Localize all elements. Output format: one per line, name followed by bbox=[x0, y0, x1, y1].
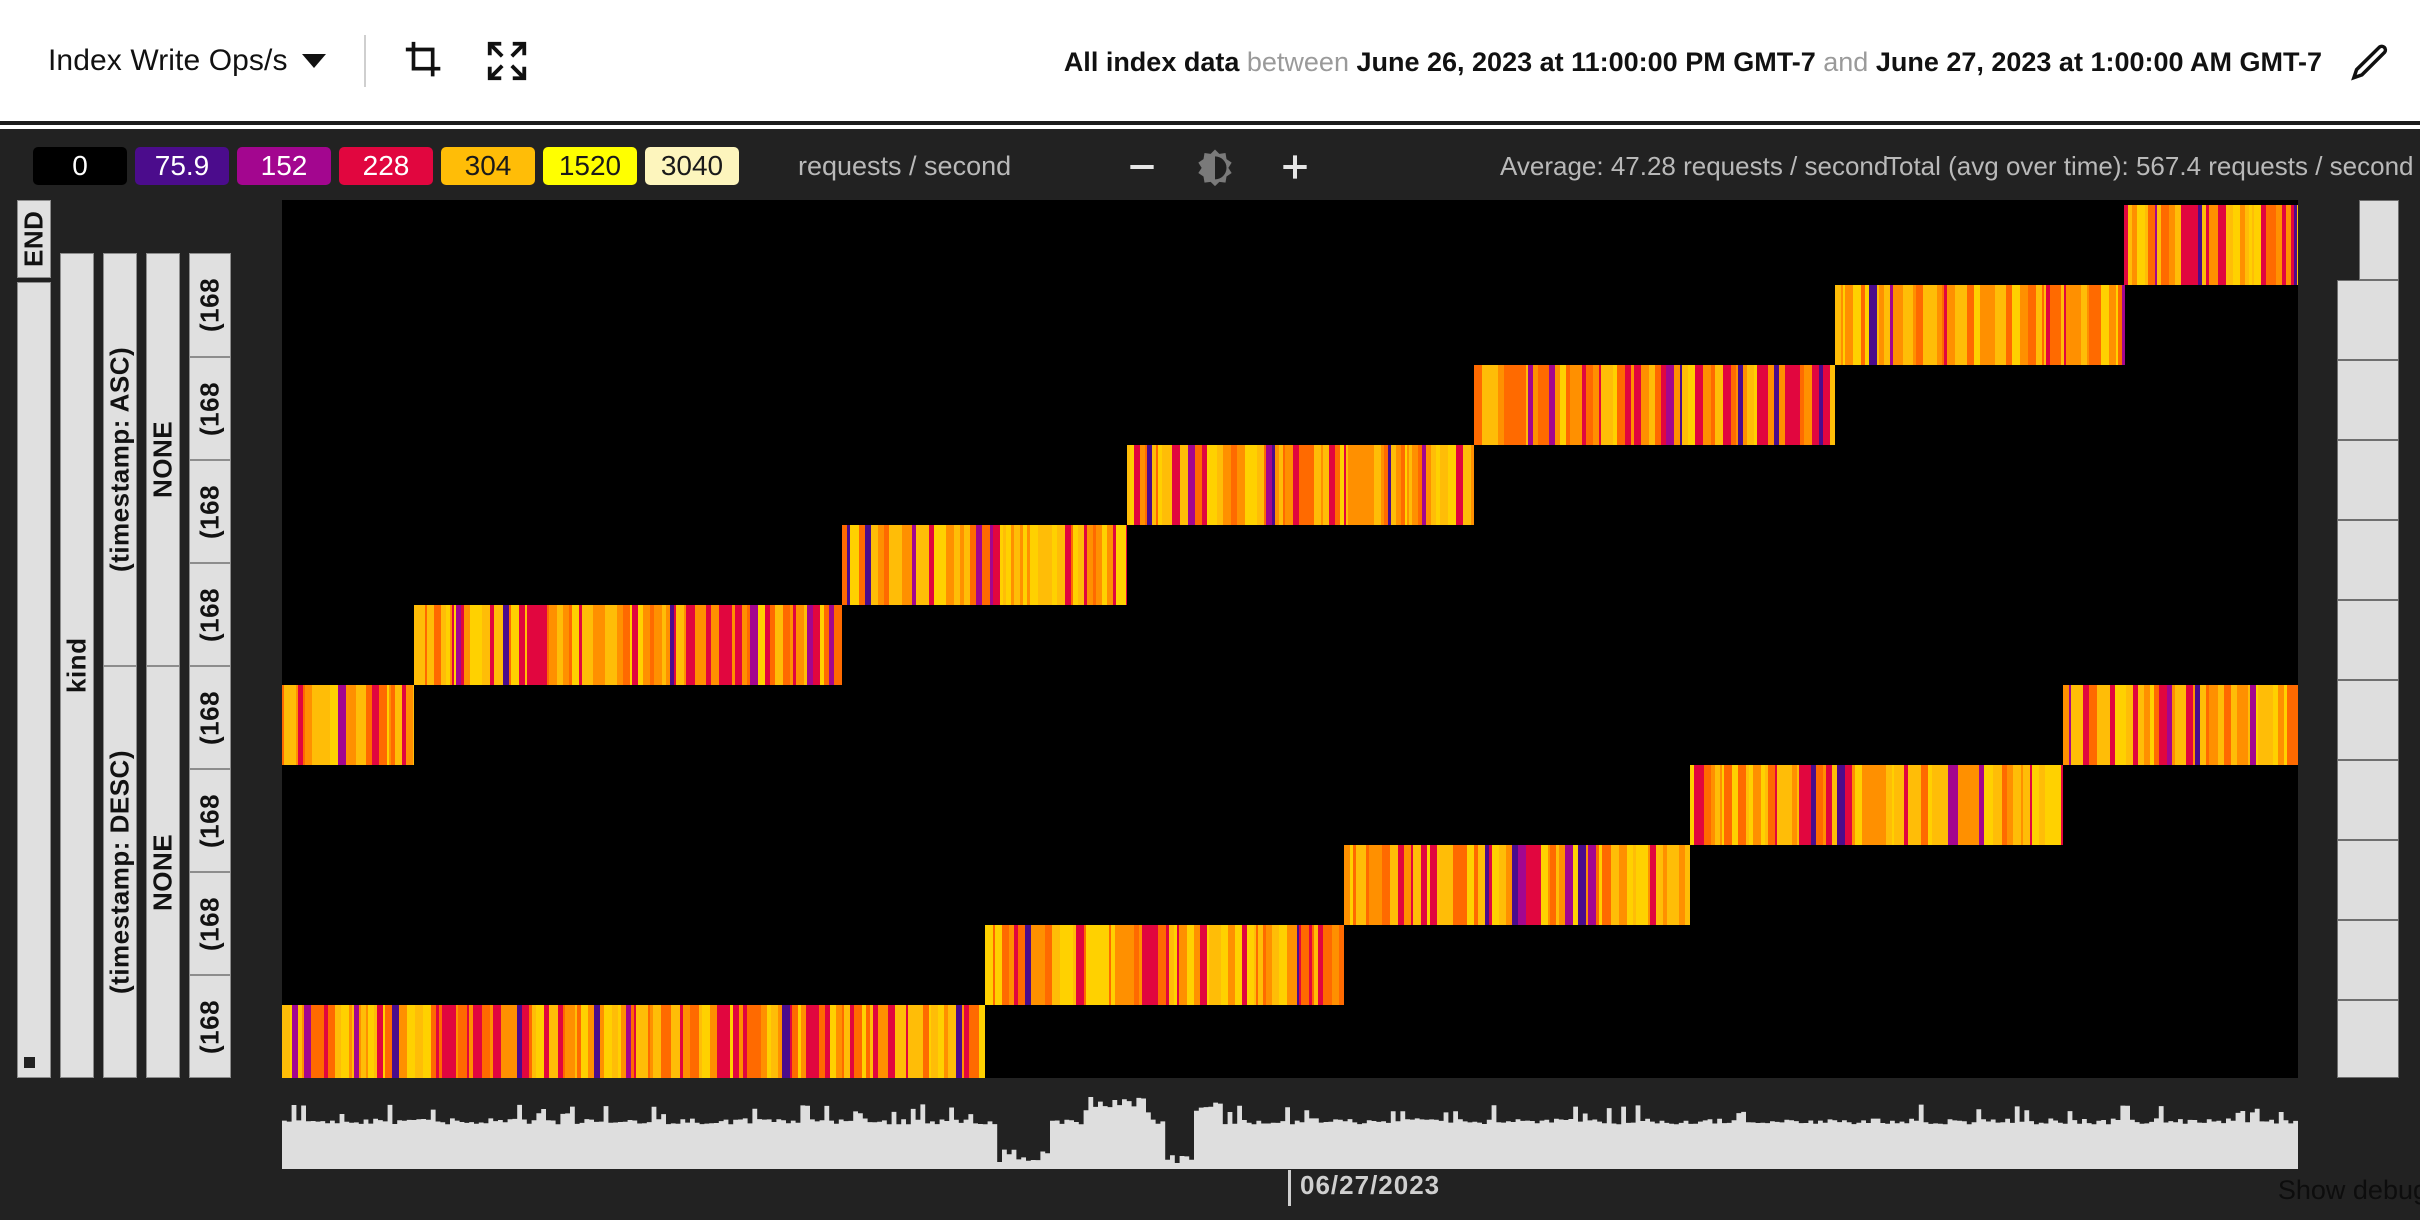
end-column-cell[interactable] bbox=[17, 282, 51, 1078]
legend-swatch-228[interactable]: 228 bbox=[339, 147, 433, 185]
heatmap-band[interactable] bbox=[985, 925, 1344, 1005]
range-start: June 26, 2023 at 11:00:00 PM GMT-7 bbox=[1356, 47, 1816, 77]
fullscreen-icon[interactable] bbox=[484, 38, 530, 84]
heatmap-band[interactable] bbox=[414, 605, 842, 685]
row-label[interactable] bbox=[2337, 440, 2399, 520]
row-label[interactable] bbox=[2337, 520, 2399, 600]
chevron-down-icon bbox=[301, 53, 326, 68]
bucket-column-cell[interactable]: (168 bbox=[189, 872, 231, 975]
bucket-column-cell[interactable]: (168 bbox=[189, 975, 231, 1078]
row-label[interactable] bbox=[2337, 360, 2399, 440]
bucket-column-cell[interactable]: (168 bbox=[189, 769, 231, 872]
legend-toolbar: 0 75.9 152 228 304 1520 3040 requests / second… bbox=[0, 129, 2420, 201]
minus-icon[interactable] bbox=[1122, 147, 1162, 187]
heatmap-row[interactable] bbox=[282, 765, 2298, 845]
row-label[interactable] bbox=[2359, 200, 2399, 280]
row-label[interactable] bbox=[2337, 280, 2399, 360]
bucket-column-cell[interactable]: (168 bbox=[189, 253, 231, 357]
row-label[interactable] bbox=[2337, 680, 2399, 760]
legend-swatch-0[interactable]: 0 bbox=[33, 147, 127, 185]
pencil-icon[interactable] bbox=[2348, 41, 2392, 85]
sort-column-cell[interactable]: (timestamp: ASC) bbox=[103, 253, 137, 666]
range-and-word: and bbox=[1823, 47, 1869, 77]
axis-collapse-marker[interactable] bbox=[24, 1057, 35, 1068]
color-scale-legend[interactable]: 0 75.9 152 228 304 1520 3040 bbox=[33, 147, 739, 185]
filter-column-cell[interactable]: NONE bbox=[146, 666, 180, 1078]
range-end: June 27, 2023 at 1:00:00 AM GMT-7 bbox=[1875, 47, 2322, 77]
average-stat: Average: 47.28 requests / second bbox=[1500, 151, 1889, 181]
heatmap-band[interactable] bbox=[282, 1005, 490, 1078]
crop-icon[interactable] bbox=[402, 38, 448, 84]
heatmap-row[interactable] bbox=[282, 605, 2298, 685]
bucket-column-cell[interactable]: (168 bbox=[189, 460, 231, 563]
legend-swatch-75.9[interactable]: 75.9 bbox=[135, 147, 229, 185]
heatmap-band[interactable] bbox=[1690, 765, 2063, 845]
heatmap-chart: END kind (timestamp: ASC) (timestamp: DESC)… bbox=[0, 195, 2420, 1220]
header-right: All index data between June 26, 2023 at … bbox=[1064, 0, 2392, 125]
range-scope: All index data bbox=[1063, 47, 1240, 77]
bucket-column-cell[interactable]: (168 bbox=[189, 357, 231, 460]
header-divider bbox=[363, 34, 366, 87]
heatmap-row[interactable] bbox=[282, 685, 2298, 765]
heatmap-canvas[interactable] bbox=[282, 200, 2298, 1078]
legend-units-label: requests / second bbox=[798, 151, 1012, 181]
heatmap-row[interactable] bbox=[282, 525, 2298, 605]
end-column-cell[interactable]: END bbox=[17, 200, 51, 278]
plus-icon[interactable] bbox=[1275, 147, 1315, 187]
row-label[interactable] bbox=[2337, 760, 2399, 840]
filter-column-cell[interactable]: NONE bbox=[146, 253, 180, 666]
sort-column-cell[interactable]: (timestamp: DESC) bbox=[103, 666, 137, 1078]
legend-swatch-3040[interactable]: 3040 bbox=[645, 147, 739, 185]
row-label[interactable] bbox=[2337, 1000, 2399, 1078]
date-tick bbox=[1288, 1170, 1291, 1206]
time-range-summary: All index data between June 26, 2023 at … bbox=[1064, 47, 2322, 78]
legend-swatch-304[interactable]: 304 bbox=[441, 147, 535, 185]
timeline-date-marker: 06/27/2023 bbox=[1288, 1170, 1440, 1206]
heatmap-row[interactable] bbox=[282, 445, 2298, 525]
metric-selector[interactable]: Index Write Ops/s bbox=[48, 44, 326, 78]
heatmap-band[interactable] bbox=[282, 685, 414, 765]
row-label[interactable] bbox=[2337, 600, 2399, 680]
heatmap-row[interactable] bbox=[282, 365, 2298, 445]
kind-column-cell[interactable]: kind bbox=[60, 253, 94, 1078]
total-stat: Total (avg over time): 567.4 requests / … bbox=[1886, 151, 2414, 181]
legend-swatch-1520[interactable]: 1520 bbox=[543, 147, 637, 185]
timeline-sparkline[interactable] bbox=[282, 1097, 2298, 1169]
row-label[interactable] bbox=[2337, 840, 2399, 920]
date-label: 06/27/2023 bbox=[1300, 1170, 1441, 1200]
heatmap-row[interactable] bbox=[282, 845, 2298, 925]
metric-selector-label: Index Write Ops/s bbox=[48, 43, 288, 77]
heatmap-band[interactable] bbox=[842, 525, 1127, 605]
row-label[interactable] bbox=[2337, 920, 2399, 1000]
bucket-column-cell[interactable]: (168 bbox=[189, 666, 231, 769]
heatmap-band[interactable] bbox=[1474, 365, 1835, 445]
heatmap-band[interactable] bbox=[1835, 285, 2125, 365]
bucket-column-cell[interactable]: (168 bbox=[189, 563, 231, 666]
visualization-body: 0 75.9 152 228 304 1520 3040 requests / second… bbox=[0, 129, 2420, 1220]
heatmap-band[interactable] bbox=[2124, 205, 2298, 285]
heatmap-row[interactable] bbox=[282, 205, 2298, 285]
heatmap-row[interactable] bbox=[282, 285, 2298, 365]
heatmap-band[interactable] bbox=[1344, 845, 1690, 925]
heatmap-band[interactable] bbox=[2063, 685, 2298, 765]
heatmap-row[interactable] bbox=[282, 925, 2298, 1005]
app-header: Index Write Ops/s All index data between… bbox=[0, 0, 2420, 125]
heatmap-row[interactable] bbox=[282, 1005, 2298, 1078]
show-debug-link[interactable]: Show debug bbox=[2277, 1175, 2420, 1205]
sparkline-svg bbox=[282, 1097, 2298, 1169]
contrast-icon[interactable] bbox=[1195, 147, 1235, 187]
range-between-word: between bbox=[1246, 47, 1349, 77]
heatmap-band[interactable] bbox=[1127, 445, 1474, 525]
legend-swatch-152[interactable]: 152 bbox=[237, 147, 331, 185]
heatmap-band[interactable] bbox=[490, 1005, 985, 1078]
